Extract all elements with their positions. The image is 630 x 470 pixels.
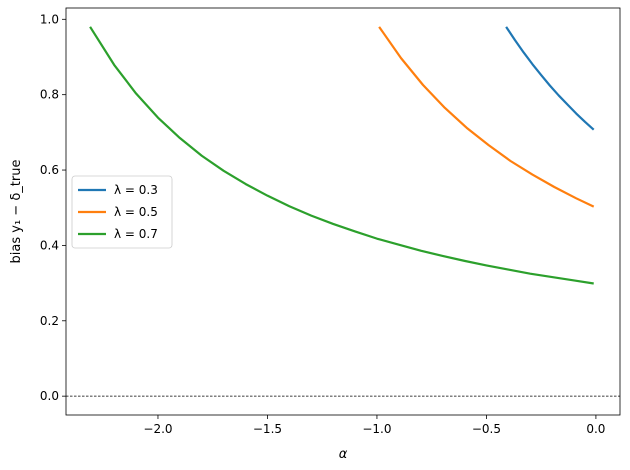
legend-label: λ = 0.3 [114, 183, 158, 197]
plot-frame [65, 7, 621, 416]
y-tick-label: 0.6 [40, 163, 59, 177]
x-axis: −2.0 −1.5 −1.0 −0.5 0.0 [143, 415, 605, 436]
x-tick-label: −1.5 [253, 422, 282, 436]
y-tick-label: 0.2 [40, 314, 59, 328]
x-axis-label: α [339, 447, 348, 462]
y-tick-label: 0.0 [40, 389, 59, 403]
x-tick-label: −0.5 [472, 422, 501, 436]
series-line-3 [89, 26, 594, 285]
y-tick-label: 1.0 [40, 12, 59, 26]
legend-label: λ = 0.7 [114, 227, 158, 241]
series-layer [89, 26, 595, 285]
x-tick-label: −1.0 [362, 422, 391, 436]
y-axis-label: bias y₁ − δ_true [9, 160, 24, 264]
series-line-2 [378, 26, 595, 208]
plot-area [65, 7, 621, 416]
y-tick-label: 0.8 [40, 88, 59, 102]
y-tick-label: 0.4 [40, 238, 59, 252]
x-tick-label: −2.0 [143, 422, 172, 436]
y-axis: 0.0 0.2 0.4 0.6 0.8 1.0 [40, 12, 66, 403]
legend-label: λ = 0.5 [114, 205, 158, 219]
x-tick-label: 0.0 [586, 422, 605, 436]
legend-box [71, 175, 173, 249]
legend: λ = 0.3 λ = 0.5 λ = 0.7 [71, 175, 173, 249]
series-line-1 [505, 26, 595, 131]
